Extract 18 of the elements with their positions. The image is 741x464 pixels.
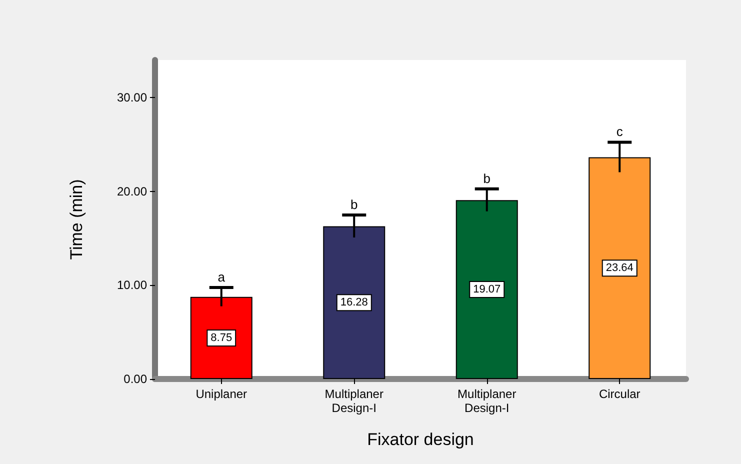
y-tick-label: 10.00 — [116, 278, 148, 292]
data-label: 23.64 — [606, 262, 634, 274]
data-label: 16.28 — [340, 296, 368, 309]
x-tick-label: Multiplaner Design-I — [458, 387, 516, 415]
y-tick-label: 0.00 — [124, 372, 148, 386]
annotation: c — [616, 124, 624, 140]
annotation: b — [483, 170, 490, 186]
data-label: 19.07 — [473, 284, 501, 296]
y-tick-label: 20.00 — [116, 184, 148, 198]
annotation: a — [218, 270, 226, 285]
x-tick-label: Multiplaner Design-I — [324, 387, 384, 415]
x-axis-title: Fixator design — [367, 430, 474, 449]
y-tick-label: 30.00 — [116, 90, 148, 105]
x-tick-label: Circular — [598, 387, 640, 401]
x-tick-label: Uniplaner — [196, 387, 248, 401]
y-axis-title: Time (min) — [67, 179, 86, 260]
annotation: b — [350, 196, 358, 212]
data-label: 8.75 — [210, 332, 232, 344]
